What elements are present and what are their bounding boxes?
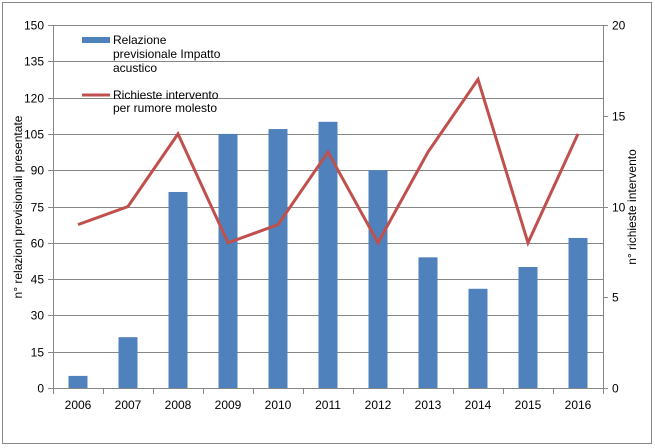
legend-bar-label: Relazione previsionale Impatto acustico (113, 33, 221, 75)
y-tick-label: 135 (24, 55, 44, 69)
y-tick-label: 75 (31, 201, 45, 215)
bar-2007 (118, 337, 138, 388)
y2-tick-label: 5 (612, 291, 619, 305)
line-series (77, 76, 580, 248)
bar-2011 (318, 121, 338, 389)
bar-2014 (468, 288, 488, 388)
x-tick-label: 2010 (265, 398, 292, 412)
x-tick-label: 2007 (115, 398, 142, 412)
bar-2016 (568, 237, 588, 388)
bar-2013 (418, 257, 438, 388)
y-tick-label: 15 (31, 346, 45, 360)
bar-2010 (268, 129, 288, 388)
x-tick-label: 2009 (215, 398, 242, 412)
x-tick-label: 2006 (65, 398, 92, 412)
y-tick-label: 120 (24, 92, 44, 106)
y-tick-label: 150 (24, 19, 44, 33)
bar-2012 (368, 170, 388, 388)
x-tick-label: 2011 (315, 398, 341, 412)
bar-2015 (518, 267, 538, 388)
y2-tick-label: 0 (612, 382, 619, 396)
y2-tick-label: 10 (612, 201, 626, 215)
bar-2009 (218, 133, 238, 388)
legend-line-label: Richieste intervento per rumore molesto (113, 88, 219, 115)
bar-2006 (68, 375, 88, 388)
x-tick-label: 2014 (465, 398, 492, 412)
gridlines (53, 25, 603, 353)
x-tick-label: 2008 (165, 398, 192, 412)
y-tick-label: 45 (31, 273, 45, 287)
x-tick-label: 2012 (365, 398, 392, 412)
y-tick-label: 60 (31, 237, 45, 251)
x-tick-label: 2015 (515, 398, 542, 412)
axes: 0 15 30 45 60 75 90 105 120 135 150 0 5 10 15 20 2006 200… (24, 19, 626, 413)
y-tick-label: 0 (37, 382, 44, 396)
x-tick-label: 2016 (565, 398, 592, 412)
legend-bar-swatch (82, 37, 110, 43)
y2-tick-label: 15 (612, 110, 626, 124)
legend: Relazione previsionale Impatto acustico Ri… (82, 33, 221, 115)
y-tick-label: 105 (24, 128, 44, 142)
y-tick-label: 90 (31, 164, 45, 178)
bar-series (68, 121, 588, 389)
bar-2008 (168, 191, 188, 388)
y-axis-label: n° relazioni previsionali presentate (11, 115, 25, 298)
y2-axis-label: n° richieste intervento (625, 149, 639, 265)
x-tick-label: 2013 (415, 398, 442, 412)
y-tick-label: 30 (31, 309, 45, 323)
y2-tick-label: 20 (612, 19, 626, 33)
